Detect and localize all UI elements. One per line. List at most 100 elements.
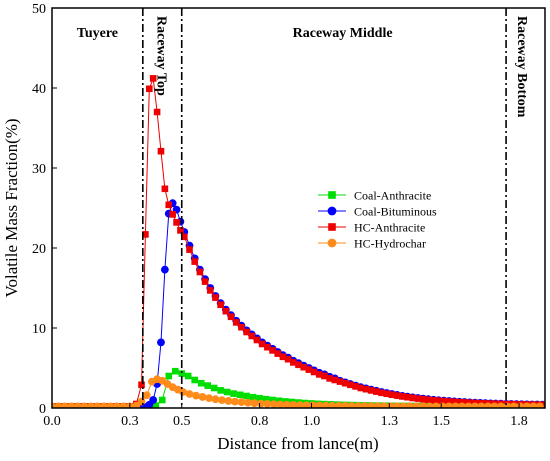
data-point-hc-anthracite	[482, 400, 489, 407]
data-point-hc-hydrochar	[490, 402, 499, 408]
data-point-hc-anthracite	[378, 389, 385, 397]
data-point-hc-anthracite	[227, 313, 235, 321]
data-point-coal-anthracite	[152, 402, 160, 408]
data-point-hc-hydrochar	[250, 399, 259, 408]
region-label: Raceway Top	[154, 16, 169, 96]
data-point-hc-hydrochar	[205, 394, 213, 403]
data-point-hc-anthracite	[138, 381, 145, 389]
data-point-hc-anthracite	[173, 219, 180, 226]
series-layer	[52, 75, 545, 408]
data-point-hc-hydrochar	[74, 402, 82, 408]
data-point-hc-hydrochar	[119, 402, 128, 408]
data-point-hc-hydrochar	[218, 396, 226, 405]
data-point-hc-hydrochar	[87, 402, 95, 408]
data-point-hc-hydrochar	[244, 398, 252, 407]
y-tick-label: 10	[32, 322, 46, 337]
data-point-hc-hydrochar	[93, 402, 102, 408]
legend: Coal-Anthracite Coal-Bituminous HC-Anthrac…	[318, 189, 437, 251]
data-point-hc-anthracite	[414, 395, 422, 402]
data-point-hc-anthracite	[142, 231, 149, 238]
data-point-hc-hydrochar	[61, 402, 69, 408]
data-point-hc-hydrochar	[522, 402, 531, 408]
data-point-hc-hydrochar	[237, 398, 246, 407]
data-point-hc-anthracite	[169, 211, 176, 218]
data-point-hc-hydrochar	[484, 402, 492, 408]
data-point-hc-anthracite	[388, 391, 396, 399]
data-point-hc-anthracite	[440, 397, 448, 405]
data-point-hc-anthracite	[253, 336, 261, 344]
data-point-coal-bituminous	[160, 265, 169, 274]
region-label: Raceway Bottom	[514, 16, 529, 118]
data-point-hc-anthracite	[157, 147, 165, 155]
data-point-hc-hydrochar	[282, 400, 291, 408]
region-label: Tuyere	[77, 26, 118, 41]
data-point-hc-anthracite	[393, 392, 401, 399]
y-tick-label: 40	[32, 82, 46, 97]
data-point-hc-anthracite	[248, 332, 256, 340]
data-point-hc-hydrochar	[509, 402, 518, 408]
data-point-coal-anthracite	[158, 396, 166, 404]
y-axis-title: Volatile Mass Fraction(%)	[2, 118, 21, 297]
data-point-hc-anthracite	[206, 287, 214, 294]
data-point-hc-hydrochar	[419, 402, 427, 408]
series-hc-hydrochar	[52, 375, 544, 408]
data-point-hc-anthracite	[409, 394, 416, 402]
x-tick-label: 1.5	[432, 414, 450, 429]
data-point-hc-hydrochar	[192, 391, 200, 400]
data-point-hc-hydrochar	[393, 402, 401, 408]
legend-label: Coal-Anthracite	[354, 189, 431, 203]
data-point-coal-anthracite	[210, 384, 218, 392]
data-point-hc-hydrochar	[276, 400, 285, 408]
data-point-hc-anthracite	[212, 294, 219, 301]
data-point-hc-hydrochar	[373, 402, 382, 408]
data-point-hc-hydrochar	[106, 402, 115, 408]
data-point-hc-hydrochar	[224, 397, 233, 405]
data-point-coal-anthracite	[269, 396, 276, 404]
data-point-hc-anthracite	[269, 347, 276, 354]
plot-frame	[51, 7, 546, 409]
data-point-hc-anthracite	[165, 201, 173, 209]
data-point-hc-anthracite	[419, 395, 427, 403]
data-point-coal-anthracite	[197, 379, 205, 387]
data-point-hc-hydrochar	[471, 402, 479, 408]
data-point-hc-anthracite	[326, 375, 333, 382]
data-point-coal-anthracite	[262, 395, 270, 403]
data-point-hc-hydrochar	[399, 402, 408, 408]
data-point-coal-anthracite	[184, 372, 192, 380]
data-point-hc-hydrochar	[451, 402, 460, 408]
data-point-hc-anthracite	[466, 399, 474, 407]
data-point-hc-anthracite	[341, 379, 349, 387]
legend-item: HC-Anthracite	[318, 221, 425, 235]
data-point-hc-hydrochar	[67, 402, 76, 408]
data-point-hc-anthracite	[461, 399, 468, 406]
data-point-hc-hydrochar	[445, 402, 453, 408]
data-point-hc-anthracite	[153, 108, 161, 116]
legend-swatch-marker	[328, 223, 336, 231]
data-point-hc-hydrochar	[211, 395, 220, 404]
x-tick-label: 0.8	[251, 414, 269, 429]
y-tick-label: 50	[32, 2, 46, 17]
data-point-hc-hydrochar	[54, 402, 63, 408]
data-point-coal-anthracite	[249, 393, 257, 401]
data-point-hc-anthracite	[347, 381, 354, 389]
data-point-hc-anthracite	[424, 396, 432, 404]
data-point-hc-anthracite	[336, 378, 344, 385]
data-point-hc-anthracite	[217, 301, 224, 309]
data-point-hc-hydrochar	[295, 401, 304, 408]
data-point-hc-anthracite	[264, 343, 271, 351]
data-point-hc-anthracite	[290, 359, 297, 366]
data-point-hc-anthracite	[186, 246, 193, 253]
data-point-hc-hydrochar	[516, 402, 525, 408]
data-point-coal-anthracite	[256, 394, 263, 402]
series-hc-anthracite	[52, 75, 545, 408]
data-point-hc-hydrochar	[231, 397, 239, 406]
legend-item: HC-Hydrochar	[318, 237, 426, 251]
data-point-coal-anthracite	[243, 392, 250, 400]
series-line-coal-bituminous	[52, 202, 543, 408]
data-point-coal-anthracite	[223, 388, 231, 396]
data-point-hc-anthracite	[232, 319, 240, 326]
series-line-hc-anthracite	[52, 78, 543, 407]
data-point-hc-anthracite	[146, 85, 153, 93]
data-point-hc-hydrochar	[458, 402, 466, 408]
data-point-hc-anthracite	[445, 398, 453, 405]
